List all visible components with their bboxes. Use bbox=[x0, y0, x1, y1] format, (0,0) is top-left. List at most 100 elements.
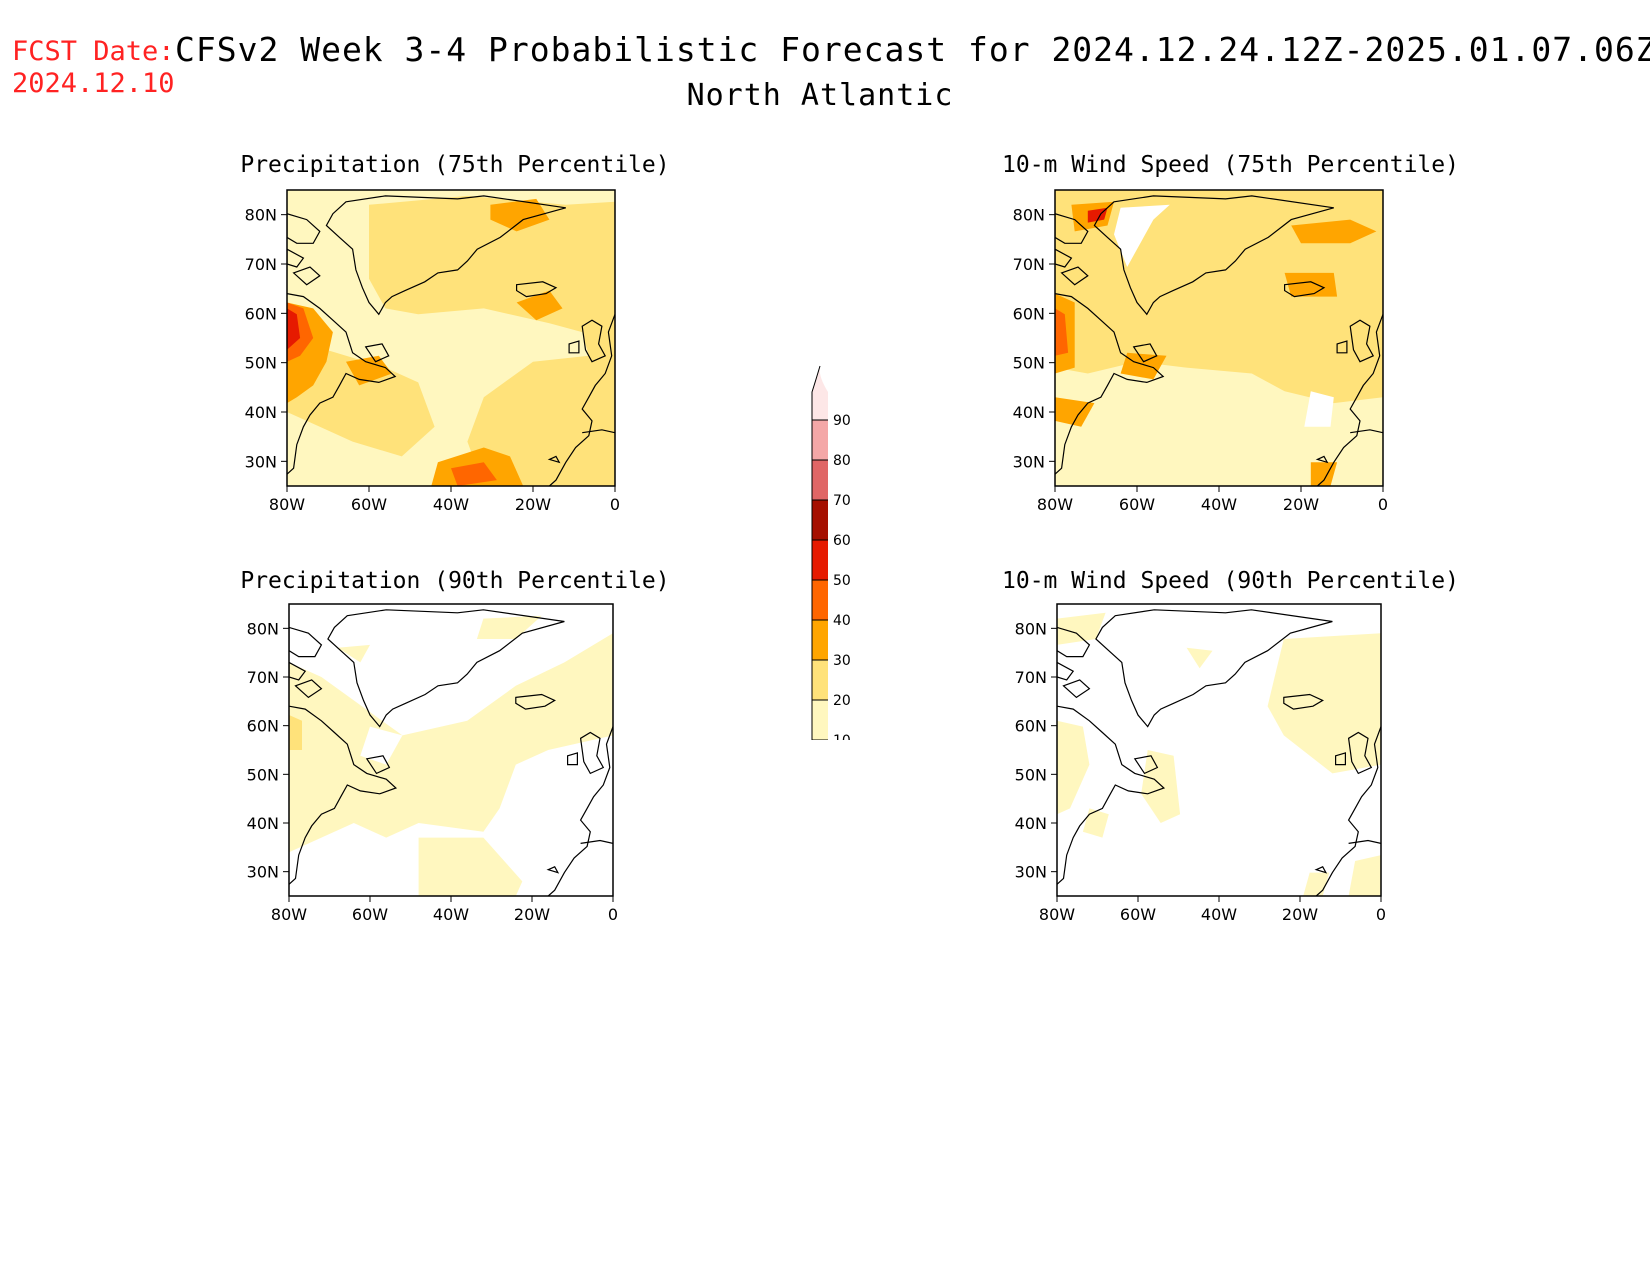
coastline-path bbox=[1093, 195, 1334, 316]
shaded-region bbox=[1141, 750, 1181, 823]
coastline-path bbox=[1348, 839, 1381, 844]
coastline-path bbox=[287, 248, 305, 268]
lon-tick-label: 40W bbox=[433, 495, 469, 514]
lat-tick-label: 80N bbox=[247, 619, 279, 638]
colorbar-swatch bbox=[812, 660, 828, 700]
lat-tick-label: 40N bbox=[1015, 814, 1047, 833]
colorbar-swatch bbox=[812, 700, 828, 740]
shaded-region bbox=[1291, 219, 1377, 244]
coastline-path bbox=[294, 679, 323, 699]
shaded-region bbox=[1055, 397, 1095, 427]
coastline-path bbox=[1057, 626, 1091, 658]
lat-tick-label: 80N bbox=[1015, 619, 1047, 638]
coastline-path bbox=[1057, 705, 1166, 885]
shaded-region bbox=[337, 644, 370, 663]
lat-tick-label: 70N bbox=[1015, 668, 1047, 687]
lon-tick-label: 40W bbox=[1201, 905, 1237, 924]
lat-tick-label: 50N bbox=[1015, 765, 1047, 784]
panel-title-wind75: 10-m Wind Speed (75th Percentile) bbox=[1002, 152, 1459, 178]
shaded-region bbox=[1348, 855, 1381, 896]
map-shading bbox=[289, 615, 613, 896]
lon-tick-label: 0 bbox=[1378, 495, 1388, 514]
coastline-path bbox=[1095, 609, 1333, 728]
map-panel-precip75: 80N 70N 60N 50N 40N 30N 80W 60W 40W 20W 0 bbox=[245, 189, 620, 514]
coastline-path bbox=[567, 752, 578, 766]
shaded-region bbox=[1057, 720, 1090, 815]
colorbar-label: 90 bbox=[833, 413, 851, 429]
lat-tick-label: 40N bbox=[245, 403, 277, 422]
lat-tick-label: 30N bbox=[247, 863, 279, 882]
forecast-date-value: 2024.12.10 bbox=[12, 68, 175, 99]
colorbar-label: 60 bbox=[833, 533, 851, 549]
lat-tick-label: 70N bbox=[245, 255, 277, 274]
coastline-path bbox=[289, 626, 323, 658]
colorbar-swatch bbox=[812, 580, 828, 620]
lat-tick-label: 60N bbox=[1015, 717, 1047, 736]
coastline-path bbox=[581, 319, 607, 363]
coastline-path bbox=[1060, 266, 1089, 286]
coastline-path bbox=[289, 661, 307, 681]
lon-tick-label: 40W bbox=[1201, 495, 1237, 514]
shaded-region bbox=[1284, 272, 1338, 297]
coastline-path bbox=[580, 839, 613, 844]
coastline-path bbox=[1132, 343, 1158, 363]
forecast-date-label: FCST Date: bbox=[12, 36, 175, 67]
coastline-path bbox=[1315, 455, 1329, 464]
shaded-region bbox=[418, 837, 523, 896]
lat-tick-label: 60N bbox=[247, 717, 279, 736]
colorbar-outline bbox=[811, 365, 821, 740]
shaded-region bbox=[289, 715, 302, 750]
shaded-region bbox=[490, 198, 550, 232]
coastline-path bbox=[579, 731, 605, 775]
panel-title-precip90: Precipitation (90th Percentile) bbox=[240, 568, 670, 594]
coastline-path bbox=[325, 195, 566, 316]
coastline-path bbox=[1055, 248, 1073, 268]
lon-tick-label: 20W bbox=[1282, 905, 1318, 924]
lat-tick-label: 80N bbox=[1013, 206, 1045, 225]
colorbar: 10 20 30 40 50 60 70 80 90 bbox=[811, 365, 851, 740]
page-title: CFSv2 Week 3-4 Probabilistic Forecast fo… bbox=[175, 30, 1650, 69]
lat-tick-label: 40N bbox=[1013, 403, 1045, 422]
lat-tick-label: 70N bbox=[1013, 255, 1045, 274]
colorbar-label: 80 bbox=[833, 453, 851, 469]
lon-tick-label: 80W bbox=[1039, 905, 1075, 924]
coastline-path bbox=[1283, 693, 1324, 710]
shaded-region bbox=[369, 195, 615, 486]
map-panel-wind75: 80N 70N 60N 50N 40N 30N 80W 60W 40W 20W 0 bbox=[1013, 189, 1388, 514]
lon-tick-label: 80W bbox=[269, 495, 305, 514]
coastline-path bbox=[1055, 213, 1089, 244]
lat-tick-label: 50N bbox=[1013, 354, 1045, 373]
coastline-path bbox=[1055, 293, 1165, 475]
colorbar-swatch bbox=[812, 620, 828, 660]
shaded-region bbox=[360, 726, 403, 765]
coastline-path bbox=[364, 343, 390, 363]
coastline-path bbox=[515, 693, 556, 710]
shaded-region bbox=[1267, 633, 1381, 774]
coastline-path bbox=[549, 314, 615, 486]
lat-tick-label: 40N bbox=[247, 814, 279, 833]
coastline-path bbox=[1284, 281, 1326, 298]
lat-tick-label: 70N bbox=[247, 668, 279, 687]
colorbar-label: 30 bbox=[833, 653, 851, 669]
shaded-region bbox=[1114, 204, 1170, 267]
coastline-path bbox=[516, 281, 558, 298]
shaded-region bbox=[1082, 808, 1109, 838]
coastline-path bbox=[287, 213, 321, 244]
shaded-region bbox=[1120, 352, 1167, 380]
map-shading bbox=[1055, 190, 1383, 486]
shaded-region bbox=[1055, 308, 1069, 356]
coastline-path bbox=[287, 293, 397, 475]
map-shading bbox=[287, 190, 615, 486]
lon-tick-label: 60W bbox=[352, 905, 388, 924]
coastline-path bbox=[1314, 866, 1328, 874]
coastline-path bbox=[568, 340, 580, 354]
map-panel-precip90: 80N 70N 60N 50N 40N 30N 80W 60W 40W 20W 0 bbox=[247, 603, 618, 924]
colorbar-swatch bbox=[812, 540, 828, 580]
forecast-date-block: FCST Date: 2024.12.10 bbox=[12, 36, 175, 100]
colorbar-label: 10 bbox=[833, 733, 851, 740]
lon-tick-label: 20W bbox=[514, 905, 550, 924]
shaded-region bbox=[516, 290, 563, 321]
lat-tick-label: 50N bbox=[245, 354, 277, 373]
colorbar-label: 50 bbox=[833, 573, 851, 589]
panel-title-wind90: 10-m Wind Speed (90th Percentile) bbox=[1002, 568, 1459, 594]
